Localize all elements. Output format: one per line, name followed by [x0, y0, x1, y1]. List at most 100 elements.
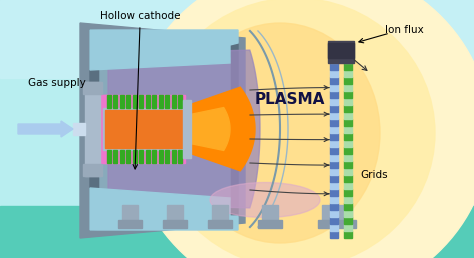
Bar — [344, 196, 352, 203]
Bar — [330, 231, 338, 238]
Polygon shape — [120, 108, 230, 150]
Bar — [133, 150, 137, 163]
Bar — [344, 133, 352, 140]
Bar — [330, 196, 338, 203]
FancyArrow shape — [18, 121, 73, 137]
Bar — [330, 203, 338, 210]
Circle shape — [132, 124, 142, 134]
Bar — [330, 49, 338, 56]
Bar — [159, 150, 163, 163]
Bar — [344, 49, 352, 56]
Bar — [73, 123, 85, 135]
Bar — [179, 95, 182, 108]
Bar — [330, 98, 338, 105]
Bar — [318, 220, 356, 228]
Ellipse shape — [120, 117, 160, 141]
Text: PLASMA: PLASMA — [255, 93, 325, 108]
Bar — [344, 140, 352, 147]
Bar — [344, 154, 352, 161]
Bar — [330, 119, 338, 126]
Ellipse shape — [128, 123, 148, 135]
Bar — [153, 95, 156, 108]
Bar — [330, 105, 338, 112]
Ellipse shape — [180, 23, 380, 243]
Bar — [344, 161, 352, 168]
Bar — [83, 82, 102, 94]
Bar — [122, 205, 138, 223]
Bar — [330, 161, 338, 168]
Bar — [344, 77, 352, 84]
Bar — [344, 119, 352, 126]
Bar — [0, 0, 474, 78]
Bar — [139, 150, 144, 163]
Bar — [167, 205, 183, 223]
Bar — [330, 140, 338, 147]
Bar — [165, 150, 170, 163]
Bar — [100, 149, 185, 163]
Bar — [344, 147, 352, 154]
Bar — [83, 164, 102, 176]
Bar — [179, 150, 182, 163]
Bar — [344, 56, 352, 63]
Bar — [344, 126, 352, 133]
Bar — [113, 95, 118, 108]
Bar — [330, 189, 338, 196]
Polygon shape — [90, 30, 238, 70]
Bar — [344, 175, 352, 182]
Bar — [107, 150, 111, 163]
Bar — [127, 95, 130, 108]
Bar — [183, 100, 191, 158]
Polygon shape — [100, 40, 230, 218]
Bar — [153, 150, 156, 163]
Bar — [159, 95, 163, 108]
Bar — [344, 210, 352, 217]
Bar — [330, 91, 338, 98]
Polygon shape — [80, 23, 245, 238]
Bar — [330, 133, 338, 140]
Bar — [163, 220, 187, 228]
Bar — [344, 182, 352, 189]
Bar — [172, 95, 176, 108]
Bar — [139, 95, 144, 108]
Bar — [330, 56, 338, 63]
Bar — [105, 110, 183, 148]
Bar — [133, 95, 137, 108]
Text: Ion flux: Ion flux — [385, 25, 424, 35]
Bar — [100, 95, 185, 109]
Bar — [127, 150, 130, 163]
Bar — [120, 150, 124, 163]
Bar — [344, 91, 352, 98]
Bar — [330, 154, 338, 161]
Bar — [100, 95, 110, 163]
Text: Hollow cathode: Hollow cathode — [100, 11, 180, 21]
Text: Gas supply: Gas supply — [28, 78, 86, 88]
Bar — [330, 112, 338, 119]
Bar — [344, 231, 352, 238]
Ellipse shape — [210, 182, 320, 217]
Bar — [344, 84, 352, 91]
Bar — [262, 205, 278, 223]
Ellipse shape — [155, 0, 435, 258]
Bar — [344, 70, 352, 77]
Bar — [208, 220, 232, 228]
Bar — [85, 82, 100, 176]
Bar — [330, 217, 338, 224]
Bar — [344, 224, 352, 231]
Bar — [344, 189, 352, 196]
Bar — [330, 175, 338, 182]
Bar — [344, 203, 352, 210]
Polygon shape — [120, 87, 255, 171]
Bar — [344, 168, 352, 175]
Bar — [330, 84, 338, 91]
Polygon shape — [90, 188, 238, 230]
Bar — [344, 217, 352, 224]
Bar — [330, 210, 338, 217]
Bar — [107, 95, 111, 108]
Bar — [330, 147, 338, 154]
Bar — [344, 63, 352, 70]
Bar — [328, 43, 354, 58]
Bar — [118, 220, 142, 228]
Bar — [328, 41, 354, 63]
Bar — [322, 205, 352, 223]
Bar — [330, 182, 338, 189]
